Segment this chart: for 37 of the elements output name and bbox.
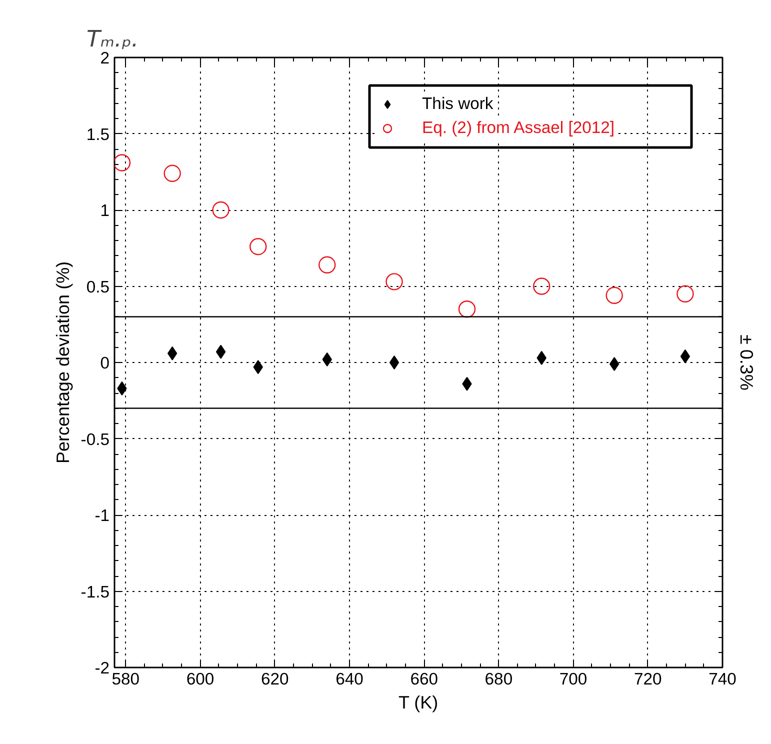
point — [167, 346, 178, 360]
y-tick-label: 0 — [100, 354, 110, 372]
point — [389, 356, 400, 370]
point — [216, 344, 226, 359]
y-tick-label: 0.5 — [86, 277, 110, 296]
x-tick-label: 740 — [708, 670, 736, 688]
y-tick-label: 1 — [100, 201, 110, 220]
x-tick-label: 640 — [336, 670, 364, 688]
x-tick-label: 720 — [634, 670, 662, 688]
point — [609, 357, 620, 372]
x-tick-label: 680 — [484, 670, 513, 688]
point — [114, 154, 131, 172]
point — [250, 238, 267, 256]
legend-label: Eq. (2) from Assael [2012] — [422, 117, 615, 139]
y-tick-label: -2 — [94, 658, 110, 678]
y-axis-title: Percentage deviation (%) — [52, 261, 73, 464]
point — [606, 286, 623, 304]
x-tick-label: 660 — [410, 670, 438, 688]
point — [386, 273, 403, 290]
legend-label: This work — [422, 93, 494, 115]
text: ± 0.3% — [736, 334, 756, 390]
y-tick-label: 1.5 — [86, 124, 110, 144]
point — [318, 256, 336, 274]
x-tick-label: 700 — [559, 670, 588, 688]
point — [532, 278, 550, 295]
point — [212, 201, 230, 219]
x-tick-label: 600 — [186, 670, 214, 688]
point — [458, 300, 476, 318]
point — [680, 349, 690, 364]
y-tick-label: -1.5 — [80, 582, 110, 602]
x-axis-title: T (K) — [398, 692, 438, 712]
point — [164, 164, 181, 182]
point — [676, 285, 694, 302]
x-tick-label: 620 — [261, 670, 289, 688]
x-tick-label: 580 — [112, 670, 140, 688]
y-tick-label: -1 — [94, 506, 110, 525]
y-tick-label: -0.5 — [80, 430, 110, 449]
